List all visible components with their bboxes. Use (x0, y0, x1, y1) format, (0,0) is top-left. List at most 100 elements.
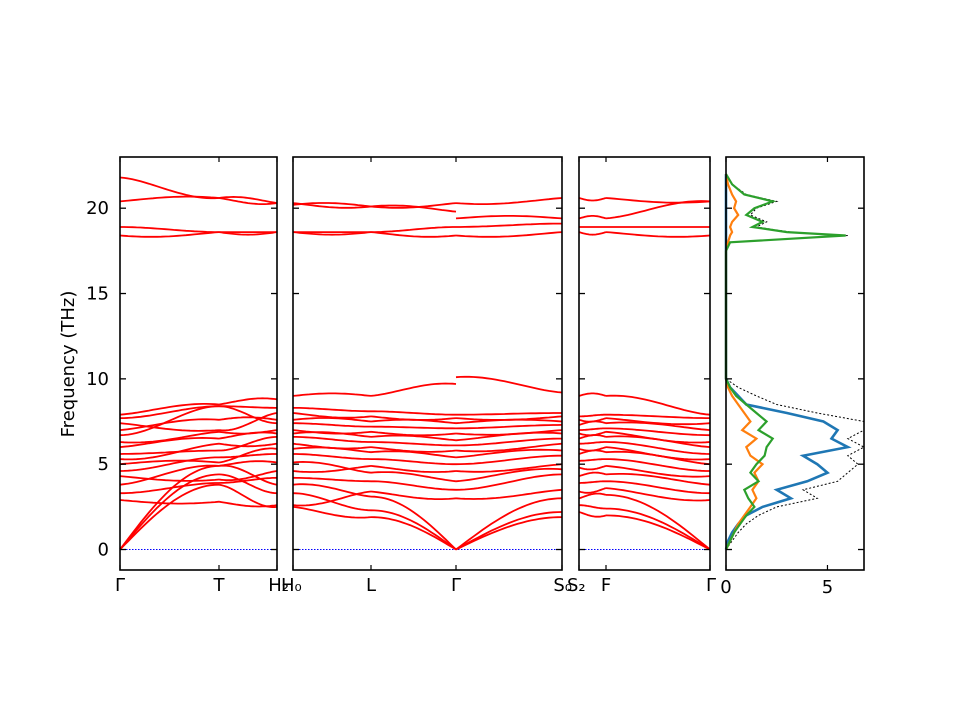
band-line (293, 406, 371, 413)
band-line (370, 446, 457, 453)
band-line (119, 430, 220, 444)
band-line (119, 475, 220, 482)
band-line (605, 441, 711, 455)
band-line (292, 392, 372, 397)
band-line (455, 511, 563, 551)
band-line (370, 425, 457, 430)
band-line (293, 422, 371, 428)
band-line (218, 470, 278, 482)
dos-total-line (725, 173, 866, 550)
band-line (578, 214, 607, 220)
band-line (370, 471, 457, 483)
band-line (218, 476, 278, 484)
band-line (370, 231, 457, 238)
band-line (119, 405, 220, 437)
band-line (605, 446, 711, 461)
band-line (605, 494, 711, 551)
band-line (455, 488, 563, 500)
band-line (605, 472, 711, 486)
band-line (455, 497, 563, 551)
band-line (456, 222, 562, 228)
band-line (579, 413, 606, 418)
x-tick-label: Γ (451, 575, 461, 596)
band-line (370, 516, 457, 551)
band-line (578, 446, 607, 452)
band-line (218, 416, 278, 421)
band-line (218, 429, 278, 435)
band-line (371, 441, 456, 447)
band-line (578, 504, 607, 510)
band-line (371, 458, 456, 466)
y-axis-label: Frequency (THz) (58, 291, 79, 438)
band-line (218, 197, 278, 206)
band-line (370, 434, 457, 442)
band-line (292, 460, 372, 474)
band-line (455, 516, 563, 551)
x-tick-label: H₂ (268, 575, 289, 596)
band-line (218, 405, 278, 425)
panel-frame (578, 156, 711, 571)
band-line (605, 200, 711, 220)
band-line (119, 402, 220, 416)
band-line (218, 442, 278, 448)
band-line (579, 480, 606, 484)
band-line (119, 231, 220, 238)
x-tick-label: T (213, 575, 226, 596)
x-tick-label: F (601, 575, 611, 596)
band-line (120, 482, 219, 495)
band-line (578, 231, 607, 236)
band-line (605, 197, 711, 204)
band-line (455, 231, 563, 238)
band-line (119, 473, 220, 551)
band-line (120, 226, 219, 234)
band-line (292, 476, 372, 483)
dos-series-3-line (724, 173, 846, 550)
band-line (370, 465, 457, 473)
band-line (606, 480, 711, 495)
band-line (371, 226, 456, 234)
band-line (120, 405, 219, 420)
x-tick-label: S₂ (567, 575, 586, 596)
x-tick-label: H₀ (281, 575, 302, 596)
band-line (218, 195, 278, 204)
band-line (456, 437, 562, 447)
band-line (371, 410, 456, 416)
band-line (292, 442, 372, 450)
band-line (605, 514, 711, 551)
band-panel-3: S₂ F Γ (567, 156, 716, 596)
band-line (218, 231, 278, 236)
band-line (292, 412, 372, 419)
band-line (292, 506, 372, 519)
band-line (578, 492, 607, 500)
y-tick-label: 15 (86, 284, 109, 305)
band-line (293, 435, 371, 443)
x-tick-label: Γ (115, 575, 125, 596)
band-line (606, 507, 711, 551)
band-line (119, 422, 220, 432)
band-line (578, 427, 606, 431)
band-line (606, 413, 710, 420)
panel-frame (119, 156, 278, 571)
band-line (578, 487, 607, 494)
band-line (579, 441, 606, 445)
band-line (218, 500, 278, 508)
band-line (370, 430, 457, 437)
band-line (218, 412, 278, 432)
band-line (455, 375, 563, 394)
x-tick-label: L (366, 575, 376, 596)
band-line (370, 490, 457, 501)
band-line (292, 490, 372, 507)
band-line (455, 473, 563, 491)
band-line (455, 197, 563, 206)
band-line (579, 458, 606, 462)
y-tick-label: 20 (86, 198, 109, 219)
band-line (219, 436, 278, 452)
band-line (119, 456, 219, 472)
band-line (455, 463, 563, 473)
band-line (605, 465, 711, 478)
band-line (119, 442, 220, 461)
band-line (578, 471, 607, 477)
dos-x-tick-label: 5 (822, 577, 833, 598)
y-tick-labels: 0 5 10 15 20 (86, 198, 109, 560)
